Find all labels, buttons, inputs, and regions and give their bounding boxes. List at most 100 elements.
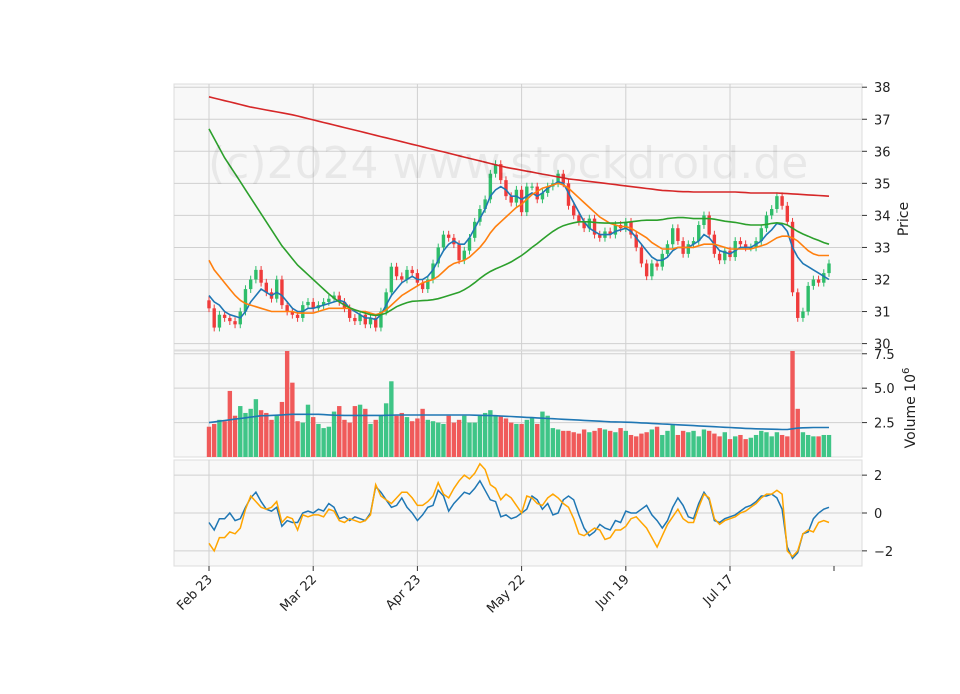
candle-body-65 bbox=[545, 186, 550, 193]
oscillator-ytick-label-2: 2 bbox=[874, 469, 882, 484]
volume-bar-94 bbox=[696, 436, 701, 457]
volume-bar-71 bbox=[576, 433, 582, 457]
candle-body-93 bbox=[691, 241, 696, 245]
volume-bar-12 bbox=[269, 419, 274, 457]
volume-bar-64 bbox=[540, 411, 545, 457]
volume-bar-11 bbox=[264, 412, 269, 457]
price-ytick-label-7: 37 bbox=[874, 113, 891, 128]
volume-bar-113 bbox=[795, 408, 800, 457]
volume-axis-label: Volume 106 bbox=[901, 368, 919, 449]
volume-bar-21 bbox=[316, 423, 321, 457]
volume-bar-106 bbox=[759, 430, 764, 457]
candle-body-77 bbox=[608, 231, 612, 235]
candle-body-92 bbox=[686, 244, 691, 254]
volume-bar-42 bbox=[425, 419, 431, 457]
candle-body-46 bbox=[446, 234, 451, 238]
volume-axis-label-exponent: 6 bbox=[901, 368, 912, 374]
volume-bar-66 bbox=[550, 428, 556, 457]
volume-bar-85 bbox=[649, 429, 655, 457]
x-tick-label-0: Feb 23 bbox=[174, 572, 216, 614]
candle-body-27 bbox=[347, 308, 352, 318]
candle-body-17 bbox=[295, 314, 300, 318]
candle-body-55 bbox=[493, 164, 498, 174]
candle-body-23 bbox=[327, 298, 331, 302]
volume-bar-49 bbox=[462, 415, 467, 457]
watermark-text: (c)2024 www.stockdroid.de bbox=[208, 138, 808, 189]
candle-body-85 bbox=[650, 263, 654, 277]
volume-bar-38 bbox=[404, 417, 410, 457]
x-axis: Feb 23 Mar 22 Apr 23 May 22 Jun 19 Jul 17 bbox=[174, 566, 835, 616]
candle-body-0 bbox=[207, 300, 211, 309]
volume-bar-92 bbox=[686, 432, 691, 457]
price-ytick-label-1: 31 bbox=[874, 306, 891, 321]
volume-bar-82 bbox=[634, 436, 639, 457]
candle-body-106 bbox=[759, 228, 763, 242]
candle-body-53 bbox=[483, 199, 487, 209]
volume-bar-67 bbox=[555, 429, 561, 457]
volume-bar-78 bbox=[613, 432, 618, 457]
price-line-1 bbox=[208, 182, 829, 316]
candle-body-95 bbox=[702, 215, 706, 226]
candle-body-96 bbox=[707, 215, 711, 235]
volume-bar-102 bbox=[738, 434, 743, 457]
price-axis-label: Price bbox=[896, 202, 912, 236]
candle-body-84 bbox=[644, 263, 649, 277]
volume-ytick-label-0: 2.5 bbox=[874, 417, 895, 432]
candle-body-35 bbox=[389, 266, 394, 293]
volume-bar-53 bbox=[482, 412, 488, 457]
volume-bar-116 bbox=[811, 436, 816, 457]
volume-bar-54 bbox=[488, 410, 493, 457]
candle-body-74 bbox=[592, 218, 597, 235]
candle-body-29 bbox=[358, 314, 362, 322]
candle-body-43 bbox=[431, 263, 435, 280]
candle-body-39 bbox=[410, 269, 414, 274]
price-line-2 bbox=[208, 128, 830, 317]
x-tick-label-2: Apr 23 bbox=[383, 572, 424, 613]
volume-bar-22 bbox=[321, 428, 326, 457]
price-background bbox=[173, 83, 863, 351]
volume-panel: 2.5 5.0 7.5 bbox=[173, 348, 895, 458]
volume-bar-34 bbox=[383, 403, 389, 457]
candle-body-25 bbox=[337, 295, 341, 302]
volume-bar-115 bbox=[805, 434, 811, 457]
volume-bar-110 bbox=[779, 434, 785, 457]
volume-bar-7 bbox=[243, 412, 248, 457]
volume-bar-109 bbox=[774, 432, 780, 457]
volume-bar-63 bbox=[535, 423, 540, 457]
volume-bar-27 bbox=[347, 422, 352, 457]
candle-body-57 bbox=[504, 180, 508, 197]
volume-bar-100 bbox=[727, 439, 733, 457]
volume-bar-95 bbox=[701, 429, 707, 457]
volume-bar-75 bbox=[597, 428, 602, 457]
candle-body-70 bbox=[572, 205, 576, 216]
volume-bar-50 bbox=[467, 422, 472, 457]
oscillator-line-0 bbox=[208, 479, 830, 560]
volume-bar-43 bbox=[430, 421, 436, 457]
candle-body-119 bbox=[827, 263, 831, 274]
candle-body-94 bbox=[697, 225, 701, 242]
oscillator-ytick-label-0: −2 bbox=[874, 545, 893, 560]
volume-bar-114 bbox=[800, 432, 806, 457]
candle-body-19 bbox=[306, 301, 310, 306]
volume-bar-16 bbox=[290, 382, 295, 457]
volume-bar-17 bbox=[295, 421, 300, 457]
volume-bar-93 bbox=[691, 430, 696, 457]
volume-bar-28 bbox=[352, 406, 358, 457]
volume-average-line bbox=[208, 413, 829, 431]
volume-bar-37 bbox=[399, 412, 404, 457]
volume-bar-91 bbox=[680, 430, 686, 457]
volume-bar-80 bbox=[623, 430, 629, 457]
volume-bar-19 bbox=[305, 404, 311, 457]
candle-body-32 bbox=[374, 317, 378, 328]
volume-bar-32 bbox=[373, 419, 378, 457]
volume-bar-55 bbox=[493, 415, 498, 457]
candle-body-11 bbox=[264, 282, 269, 293]
volume-bar-87 bbox=[660, 434, 665, 457]
candle-body-83 bbox=[639, 247, 644, 264]
volume-bar-15 bbox=[284, 351, 290, 457]
candle-body-52 bbox=[478, 208, 482, 222]
volume-bar-62 bbox=[529, 417, 535, 457]
candle-body-40 bbox=[415, 273, 420, 283]
candle-body-33 bbox=[379, 311, 383, 328]
volume-bar-68 bbox=[561, 430, 566, 457]
